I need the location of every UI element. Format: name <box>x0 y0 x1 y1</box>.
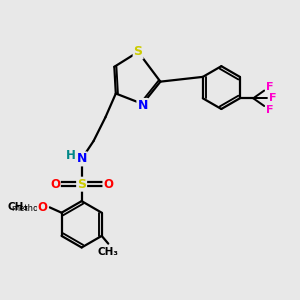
Text: H: H <box>66 149 76 162</box>
Text: N: N <box>76 152 87 165</box>
Text: O: O <box>50 178 60 191</box>
Text: F: F <box>266 105 273 115</box>
Text: F: F <box>266 82 273 92</box>
Text: N: N <box>137 99 148 112</box>
Text: O: O <box>38 201 48 214</box>
Text: CH₃: CH₃ <box>8 202 29 212</box>
Text: methoxy: methoxy <box>11 204 48 213</box>
Text: CH₃: CH₃ <box>98 247 119 257</box>
Text: O: O <box>103 178 113 191</box>
Text: S: S <box>134 45 142 58</box>
Text: S: S <box>77 178 86 191</box>
Text: F: F <box>269 93 276 103</box>
